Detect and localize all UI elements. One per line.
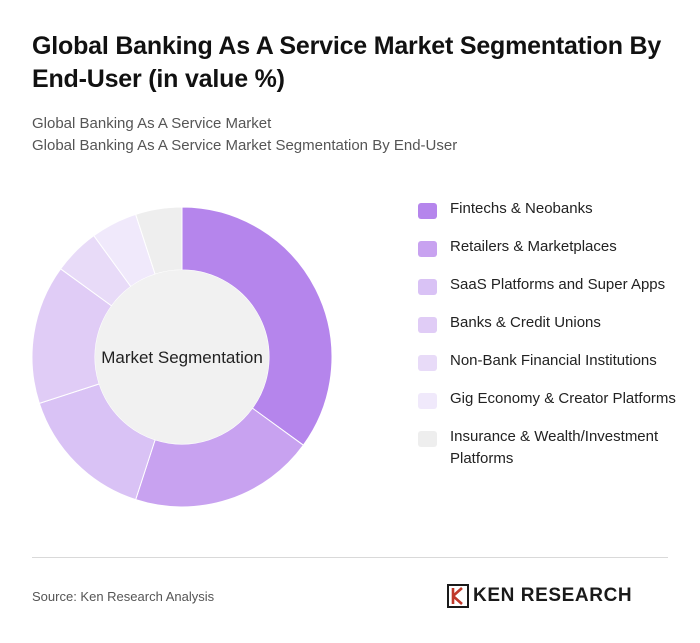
legend-item: Insurance & Wealth/Investment Platforms	[418, 426, 688, 470]
logo-text: KEN RESEARCH	[473, 585, 633, 606]
ken-logo-icon	[447, 584, 469, 608]
donut-chart: Market Segmentation	[31, 206, 333, 508]
legend-swatch	[418, 393, 437, 409]
subtitle-line: Global Banking As A Service Market	[32, 115, 272, 132]
subtitle-line: Global Banking As A Service Market Segme…	[32, 137, 458, 154]
legend-swatch	[418, 203, 437, 219]
legend-swatch	[418, 355, 437, 371]
ken-research-logo: KEN RESEARCH	[447, 582, 632, 610]
legend-label: Gig Economy & Creator Platforms	[450, 390, 676, 407]
legend-item: Non-Bank Financial Institutions	[418, 350, 688, 372]
donut-hole	[95, 270, 269, 444]
legend-swatch	[418, 431, 437, 447]
footer-divider	[32, 557, 668, 558]
legend-label: Non-Bank Financial Institutions	[450, 352, 657, 369]
chart-title: Global Banking As A Service Market Segme…	[32, 32, 662, 93]
legend-label: SaaS Platforms and Super Apps	[450, 276, 666, 293]
legend-item: SaaS Platforms and Super Apps	[418, 274, 688, 296]
legend-swatch	[418, 279, 437, 295]
legend-label: Banks & Credit Unions	[450, 314, 601, 331]
legend: Fintechs & Neobanks Retailers & Marketpla…	[418, 198, 688, 486]
source-note: Source: Ken Research Analysis	[32, 589, 215, 604]
center-label: Market Segmentation	[101, 348, 263, 367]
legend-item: Retailers & Marketplaces	[418, 236, 688, 258]
legend-label: Insurance & Wealth/Investment Platforms	[450, 428, 659, 467]
legend-item: Fintechs & Neobanks	[418, 198, 688, 220]
legend-swatch	[418, 317, 437, 333]
legend-label: Fintechs & Neobanks	[450, 200, 593, 217]
legend-label: Retailers & Marketplaces	[450, 238, 617, 255]
legend-swatch	[418, 241, 437, 257]
legend-item: Banks & Credit Unions	[418, 312, 688, 334]
chart-subtitle: Global Banking As A Service Market Globa…	[32, 113, 672, 157]
legend-item: Gig Economy & Creator Platforms	[418, 388, 688, 410]
